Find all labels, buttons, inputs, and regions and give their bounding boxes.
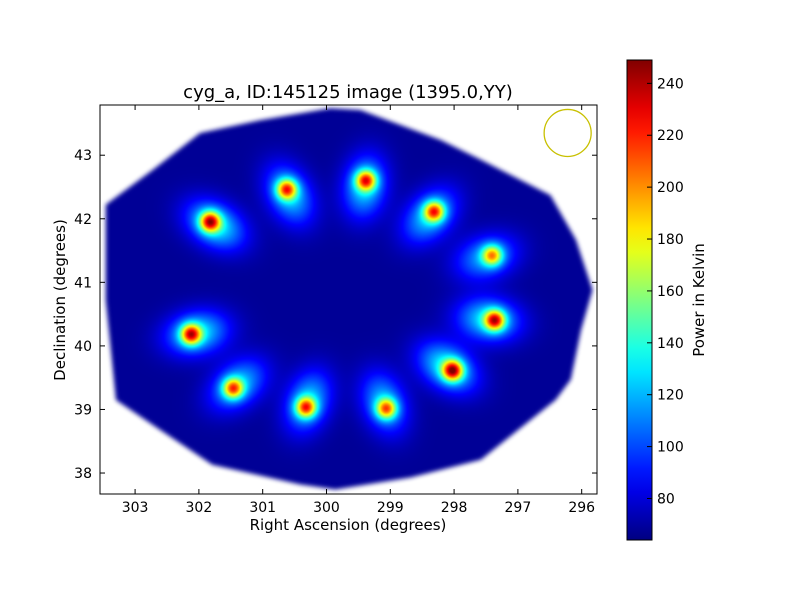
x-tick-label: 296	[568, 500, 595, 516]
colorbar-tick-label: 240	[657, 76, 684, 92]
y-tick-label: 42	[74, 212, 92, 228]
x-tick-label: 301	[249, 500, 276, 516]
axes-frame	[99, 104, 598, 495]
colorbar-tick-label: 220	[657, 128, 684, 144]
y-tick-label: 39	[74, 402, 92, 418]
colorbar-tick-label: 140	[657, 336, 684, 352]
x-tick-label: 302	[186, 500, 213, 516]
colorbar-tick-label: 80	[657, 491, 675, 507]
x-tick-label: 297	[505, 500, 532, 516]
heatmap-image	[100, 105, 597, 494]
colorbar-label: Power in Kelvin	[690, 243, 708, 357]
colorbar-tick-label: 200	[657, 180, 684, 196]
y-tick-label: 40	[74, 339, 92, 355]
y-tick-label: 43	[74, 148, 92, 164]
x-axis-label: Right Ascension (degrees)	[250, 516, 447, 534]
x-tick-label: 300	[313, 500, 340, 516]
y-axis-label: Declination (degrees)	[51, 219, 69, 381]
colorbar-tick-label: 160	[657, 284, 684, 300]
colorbar-tick-label: 180	[657, 232, 684, 248]
x-tick-label: 298	[441, 500, 468, 516]
chart-title: cyg_a, ID:145125 image (1395.0,YY)	[183, 82, 513, 103]
beam-circle	[543, 108, 592, 158]
y-tick-label: 38	[74, 466, 92, 482]
colorbar-tick-label: 100	[657, 440, 684, 456]
colorbar	[626, 59, 653, 541]
y-tick-label: 41	[74, 275, 92, 291]
colorbar-tick-label: 120	[657, 388, 684, 404]
x-tick-label: 303	[122, 500, 149, 516]
x-tick-label: 299	[377, 500, 404, 516]
